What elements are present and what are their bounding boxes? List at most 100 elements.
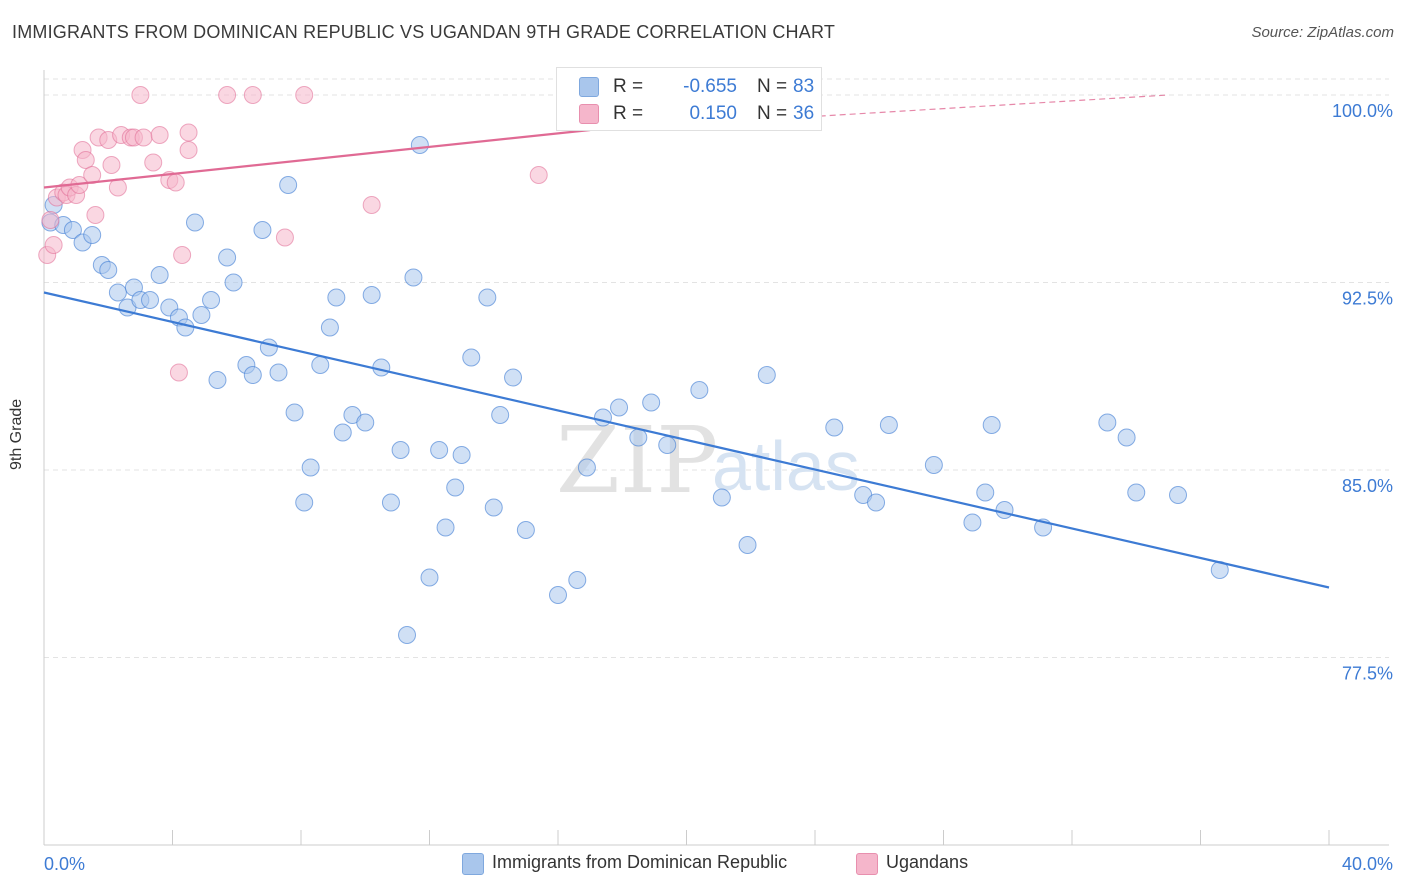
data-point-dominican [108, 283, 127, 302]
legend-label: Immigrants from Dominican Republic [492, 852, 788, 872]
data-point-dominican [430, 441, 449, 459]
data-point-dominican [478, 288, 497, 307]
data-point-ugandan [166, 173, 185, 192]
data-point-dominican [327, 288, 346, 307]
trend-lines [43, 94, 1330, 589]
y-tick-label: 85.0% [1342, 476, 1393, 496]
data-point-dominican [192, 306, 211, 324]
data-point-dominican [924, 456, 943, 474]
data-point-dominican [333, 423, 352, 442]
data-point-dominican [253, 221, 272, 239]
r-label: R = [613, 76, 644, 97]
data-point-ugandan [131, 86, 150, 104]
data-point-dominican [577, 458, 596, 477]
data-point-dominican [484, 498, 503, 517]
data-point-dominican [301, 458, 320, 477]
y-tick-label: 100.0% [1332, 101, 1393, 121]
data-point-ugandan [86, 206, 105, 224]
trend-line-dominican [43, 291, 1330, 589]
data-point-dominican [568, 571, 587, 589]
data-point-ugandan [173, 246, 192, 264]
data-point-dominican [202, 291, 221, 309]
data-point-dominican [185, 213, 204, 232]
legend-swatch-blue [579, 77, 599, 97]
data-point-dominican [398, 626, 417, 644]
r-value: 0.150 [689, 103, 737, 124]
data-point-dominican [224, 273, 243, 292]
legend-swatch-pink [856, 853, 878, 875]
data-point-dominican [690, 381, 709, 399]
r-value: -0.655 [683, 76, 737, 97]
data-point-dominican [381, 493, 400, 512]
data-point-ugandan [218, 86, 237, 104]
x-tick-label: 40.0% [1342, 854, 1393, 874]
data-point-dominican [549, 586, 567, 604]
data-point-dominican [356, 413, 375, 432]
data-point-dominican [404, 268, 423, 287]
data-point-dominican [462, 348, 481, 367]
y-tick-label: 77.5% [1342, 664, 1393, 684]
legend-label: Ugandans [886, 852, 969, 872]
data-point-dominican [879, 416, 898, 434]
data-point-dominican [99, 261, 118, 279]
source-label: Source: ZipAtlas.com [1251, 24, 1394, 41]
data-point-dominican [452, 446, 471, 464]
data-point-dominican [259, 338, 278, 357]
data-point-dominican [176, 318, 195, 337]
data-point-dominican [391, 441, 410, 459]
n-label: N = [757, 76, 788, 97]
trend-line-ugandan [43, 128, 591, 189]
data-point-dominican [218, 248, 237, 267]
data-point-dominican [320, 318, 339, 337]
data-point-dominican [976, 483, 995, 502]
watermark-zip: ZIP [556, 407, 718, 514]
data-point-ugandan [169, 363, 188, 382]
data-point-dominican [83, 226, 102, 244]
data-point-dominican [1169, 486, 1188, 504]
n-label: N = [757, 103, 788, 124]
data-point-dominican [504, 368, 523, 387]
x-tick-label: 0.0% [44, 854, 85, 874]
data-point-dominican [362, 286, 381, 304]
stats-legend: R = -0.655 N = 83 R = 0.150 N = 36 [556, 67, 822, 131]
data-point-dominican [491, 406, 510, 424]
data-point-dominican [243, 366, 262, 384]
data-point-ugandan [179, 123, 198, 142]
data-point-ugandan [134, 128, 153, 147]
data-point-ugandan [150, 126, 169, 144]
n-value: 36 [793, 103, 815, 124]
data-point-dominican [712, 488, 731, 507]
series-dominican-points [41, 136, 1229, 644]
watermark-atlas: atlas [712, 427, 860, 505]
tick-labels: 100.0% 92.5% 85.0% 77.5% 0.0% 40.0% [44, 101, 1393, 874]
trend-line-ugandan-extension [590, 94, 1169, 131]
legend-swatch-pink [579, 104, 599, 124]
data-point-dominican [1098, 413, 1117, 432]
data-point-ugandan [144, 153, 163, 172]
data-point-dominican [867, 493, 886, 512]
data-point-dominican [757, 366, 776, 384]
chart-title: IMMIGRANTS FROM DOMINICAN REPUBLIC VS UG… [12, 22, 836, 42]
data-point-dominican [825, 418, 844, 437]
data-point-dominican [311, 356, 330, 374]
data-point-dominican [658, 436, 677, 454]
data-point-dominican [995, 501, 1014, 519]
legend-swatch-blue [462, 853, 484, 875]
data-point-ugandan [362, 196, 381, 214]
data-point-ugandan [41, 211, 60, 229]
data-point-dominican [420, 568, 439, 587]
data-point-dominican [516, 521, 535, 539]
data-point-ugandan [243, 86, 262, 104]
data-point-dominican [63, 221, 82, 239]
data-point-dominican [642, 393, 661, 412]
data-point-dominican [269, 363, 288, 382]
series-ugandan-points [38, 86, 548, 382]
data-point-ugandan [295, 86, 314, 104]
data-point-dominican [141, 291, 160, 309]
r-label: R = [613, 103, 644, 124]
data-point-ugandan [529, 166, 548, 184]
data-point-dominican [982, 416, 1001, 434]
data-point-ugandan [44, 236, 63, 254]
data-point-dominican [1117, 428, 1136, 447]
